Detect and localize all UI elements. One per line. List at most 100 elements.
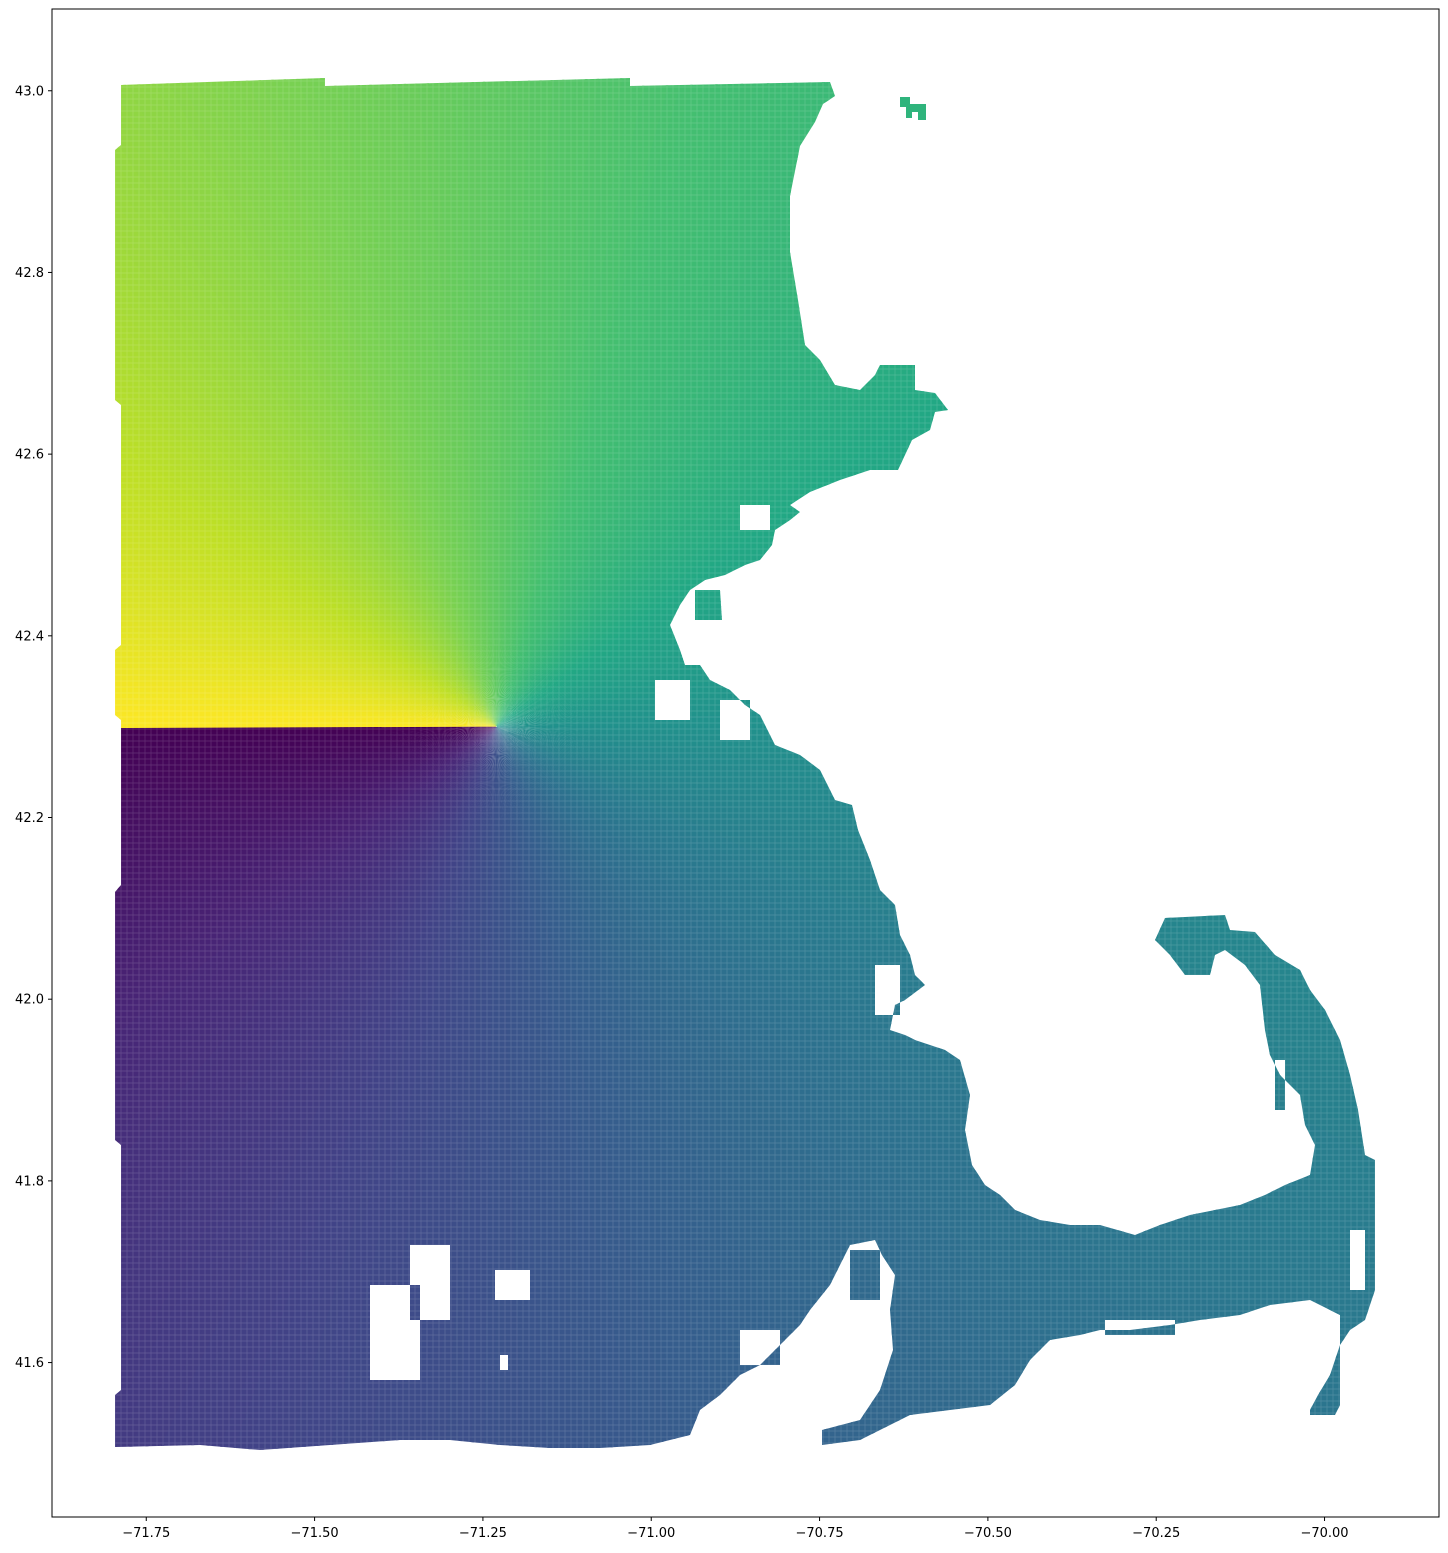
field-wedge: [496, 726, 1375, 1450]
field-wedge: [115, 726, 497, 1450]
y-axis: 41.6 41.8 42.0 42.2 42.4 42.6 42.8 43.0: [15, 84, 52, 1371]
field-wedge: [115, 78, 497, 727]
field-wedge: [115, 726, 497, 1450]
field-wedge: [496, 726, 1375, 1450]
field-wedge: [278, 726, 497, 1450]
field-wedge: [496, 78, 1102, 727]
island-cell: [918, 110, 926, 120]
field-wedge: [321, 726, 497, 1450]
field-wedge: [115, 726, 497, 1450]
field-wedge: [115, 726, 497, 1450]
field-wedge: [496, 726, 1375, 1450]
field-wedge: [496, 78, 931, 727]
field-wedge: [115, 726, 497, 1450]
field-wedge: [115, 726, 497, 1450]
field-wedge: [496, 78, 1017, 727]
field-wedge: [496, 78, 1144, 727]
field-wedge: [115, 78, 497, 727]
field-wedge: [496, 78, 1375, 727]
field-wedge: [496, 78, 1375, 727]
field-wedge: [115, 726, 497, 1450]
field-wedge: [496, 78, 1311, 727]
field-wedge: [496, 726, 1375, 1450]
field-wedge: [365, 726, 497, 1450]
field-wedge: [496, 78, 584, 727]
field-wedge: [496, 78, 758, 727]
y-tick-label: 42.4: [15, 629, 44, 644]
field-wedge: [115, 726, 497, 1450]
island-cell: [912, 104, 926, 112]
field-wedge: [496, 78, 1269, 727]
field-wedge: [496, 726, 1375, 1450]
field-wedge: [115, 726, 497, 1450]
field-wedge: [115, 78, 497, 727]
field-wedge: [115, 726, 497, 1450]
field-wedge: [496, 78, 1375, 727]
x-tick-label: −71.50: [291, 1526, 339, 1541]
field-wedge: [115, 78, 497, 727]
field-wedge: [496, 78, 1228, 727]
island-cell: [900, 97, 910, 107]
field-wedge: [496, 726, 1375, 1450]
field-wedge: [496, 726, 1375, 1450]
field-wedge: [496, 726, 1375, 1450]
field-wedge: [115, 78, 497, 727]
y-tick-label: 41.6: [15, 1356, 44, 1371]
field-wedge: [496, 78, 974, 727]
field-wedge: [115, 726, 497, 1450]
field-wedge: [496, 78, 845, 727]
field-wedge: [496, 726, 1375, 1450]
x-axis: −71.75 −71.50 −71.25 −71.00 −70.75 −70.50 −70.…: [122, 1517, 1349, 1541]
field-wedge: [496, 78, 1375, 727]
y-tick-label: 42.2: [15, 811, 44, 826]
field-wedge: [496, 78, 1375, 727]
field-wedge: [496, 726, 1375, 1450]
field-wedge: [496, 78, 628, 727]
field-wedge: [115, 726, 497, 1450]
field-wedge: [115, 78, 497, 727]
field-wedge: [496, 726, 1375, 1450]
field-wedge: [496, 726, 1375, 1450]
field-wedge: [115, 726, 497, 1450]
field-wedge: [191, 726, 497, 1450]
field-wedge: [452, 726, 506, 1450]
y-tick-label: 42.8: [15, 266, 44, 281]
field-wedge: [115, 78, 497, 727]
field-wedge: [496, 78, 888, 727]
field-wedge: [115, 78, 497, 727]
axes-frame: [51, 8, 1440, 1518]
field-wedge: [115, 726, 497, 1450]
field-wedge: [496, 726, 1375, 1450]
field-wedge: [115, 726, 497, 1450]
field-wedge: [115, 726, 497, 1450]
field-wedge: [115, 726, 497, 1450]
field-wedge: [496, 78, 1352, 727]
islands: [900, 97, 926, 120]
field-wedge: [487, 78, 541, 727]
field-wedge: [115, 78, 497, 727]
island-cell: [906, 104, 912, 118]
field-wedge: [409, 726, 497, 1450]
field-wedge: [235, 726, 497, 1450]
field-wedge: [496, 726, 1375, 1450]
field-wedge: [115, 78, 497, 727]
field-wedge: [115, 726, 497, 1450]
y-tick-label: 43.0: [15, 84, 44, 99]
field-wedge: [115, 726, 497, 1450]
field-wedge: [115, 78, 497, 727]
field-wedge: [496, 726, 1375, 1450]
field-wedge: [115, 726, 497, 1450]
field-wedge: [496, 726, 1375, 1450]
field-wedge: [115, 726, 497, 1450]
field-wedge: [496, 78, 802, 727]
field-wedge: [496, 726, 1375, 1450]
field-wedge: [115, 78, 497, 727]
x-tick-label: −70.50: [964, 1526, 1012, 1541]
x-tick-label: −71.25: [459, 1526, 507, 1541]
field-wedge: [496, 78, 1059, 727]
x-tick-label: −70.25: [1132, 1526, 1180, 1541]
field-wedge: [496, 78, 1186, 727]
field-wedge: [496, 78, 1375, 727]
field-wedge: [115, 726, 497, 1450]
